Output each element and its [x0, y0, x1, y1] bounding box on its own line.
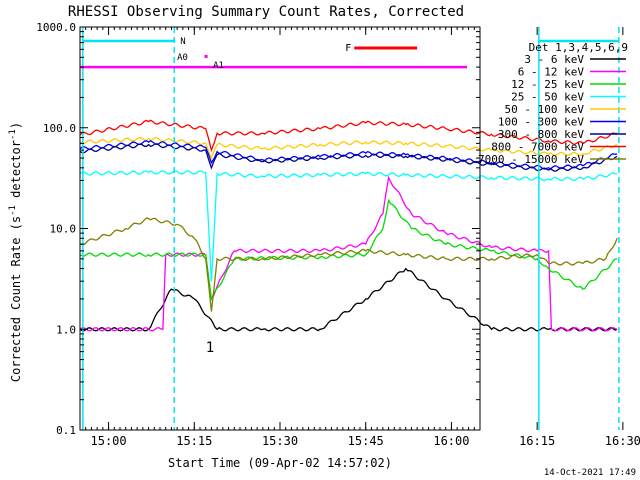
series-line-12-25-kev — [79, 198, 618, 302]
y-axis-label-mid: detector — [9, 140, 23, 205]
x-tick-label: 16:00 — [433, 434, 469, 448]
attenuator-a1-label: A1 — [213, 61, 224, 71]
legend-entry-label: 12 - 25 keV — [511, 78, 584, 91]
legend-entry-label: 300 - 800 keV — [498, 128, 584, 141]
legend-entry-label: 800 - 7000 keV — [491, 141, 584, 154]
legend-entry-label: 7000 - 15000 keV — [478, 153, 584, 166]
y-axis-label-sup1: -1 — [8, 205, 18, 216]
legend-entry-label: 50 - 100 keV — [505, 103, 585, 116]
legend-title: Det 1,3,4,5,6,9 — [529, 41, 628, 54]
x-tick-label: 15:15 — [176, 434, 212, 448]
attenuator-a0-label: A0 — [177, 53, 188, 63]
y-axis-label-main: Corrected Count Rate (s — [9, 216, 23, 382]
night-label: N — [180, 37, 185, 47]
series-line-3-6-kev — [79, 267, 618, 332]
legend-entry-label: 6 - 12 keV — [518, 66, 585, 79]
y-axis-label-sup2: -1 — [8, 129, 18, 140]
timestamp: 14-Oct-2021 17:49 — [544, 468, 636, 478]
series-line-6-12-kev — [79, 175, 618, 332]
x-tick-label: 16:15 — [519, 434, 555, 448]
flare-label: F — [345, 43, 351, 54]
series-line-800-7000-kev — [79, 119, 618, 153]
plot-frame — [79, 26, 481, 431]
y-tick-label: 0.1 — [56, 424, 76, 437]
x-axis-label: Start Time (09-Apr-02 14:57:02) — [168, 456, 392, 470]
attenuator-a0-marker — [204, 55, 208, 58]
legend-entry-label: 25 - 50 keV — [511, 91, 584, 104]
y-tick-label: 10.0 — [50, 223, 77, 236]
y-tick-label: 100.0 — [43, 122, 76, 135]
decimation-label: 1 — [206, 340, 214, 356]
series-line-50-100-kev — [79, 136, 618, 160]
series-line-300-800-kev — [79, 143, 618, 172]
y-tick-label: 1000.0 — [36, 21, 76, 34]
series-layer — [79, 119, 618, 332]
x-tick-label: 16:30 — [605, 434, 640, 448]
x-tick-label: 15:30 — [262, 434, 298, 448]
legend-entry-label: 100 - 300 keV — [498, 116, 584, 129]
x-tick-label: 15:45 — [348, 434, 384, 448]
chart-title: RHESSI Observing Summary Count Rates, Co… — [68, 4, 464, 20]
y-axis-label: Corrected Count Rate (s-1 detector-1) — [8, 122, 23, 382]
axes-layer: 0.1 1.0 10.0 100.0 1000.0 15:00 15:15 15:30 15:4… — [36, 21, 640, 448]
y-axis-label-end: ) — [9, 122, 23, 129]
annotation-layer: N F A0 A1 1 — [80, 27, 620, 430]
series-line-7000-15000-kev — [79, 217, 618, 312]
legend-entry-label: 3 - 6 keV — [524, 53, 584, 66]
x-tick-label: 15:00 — [91, 434, 127, 448]
y-tick-label: 1.0 — [56, 323, 76, 336]
series-line-25-50-kev — [79, 170, 618, 282]
